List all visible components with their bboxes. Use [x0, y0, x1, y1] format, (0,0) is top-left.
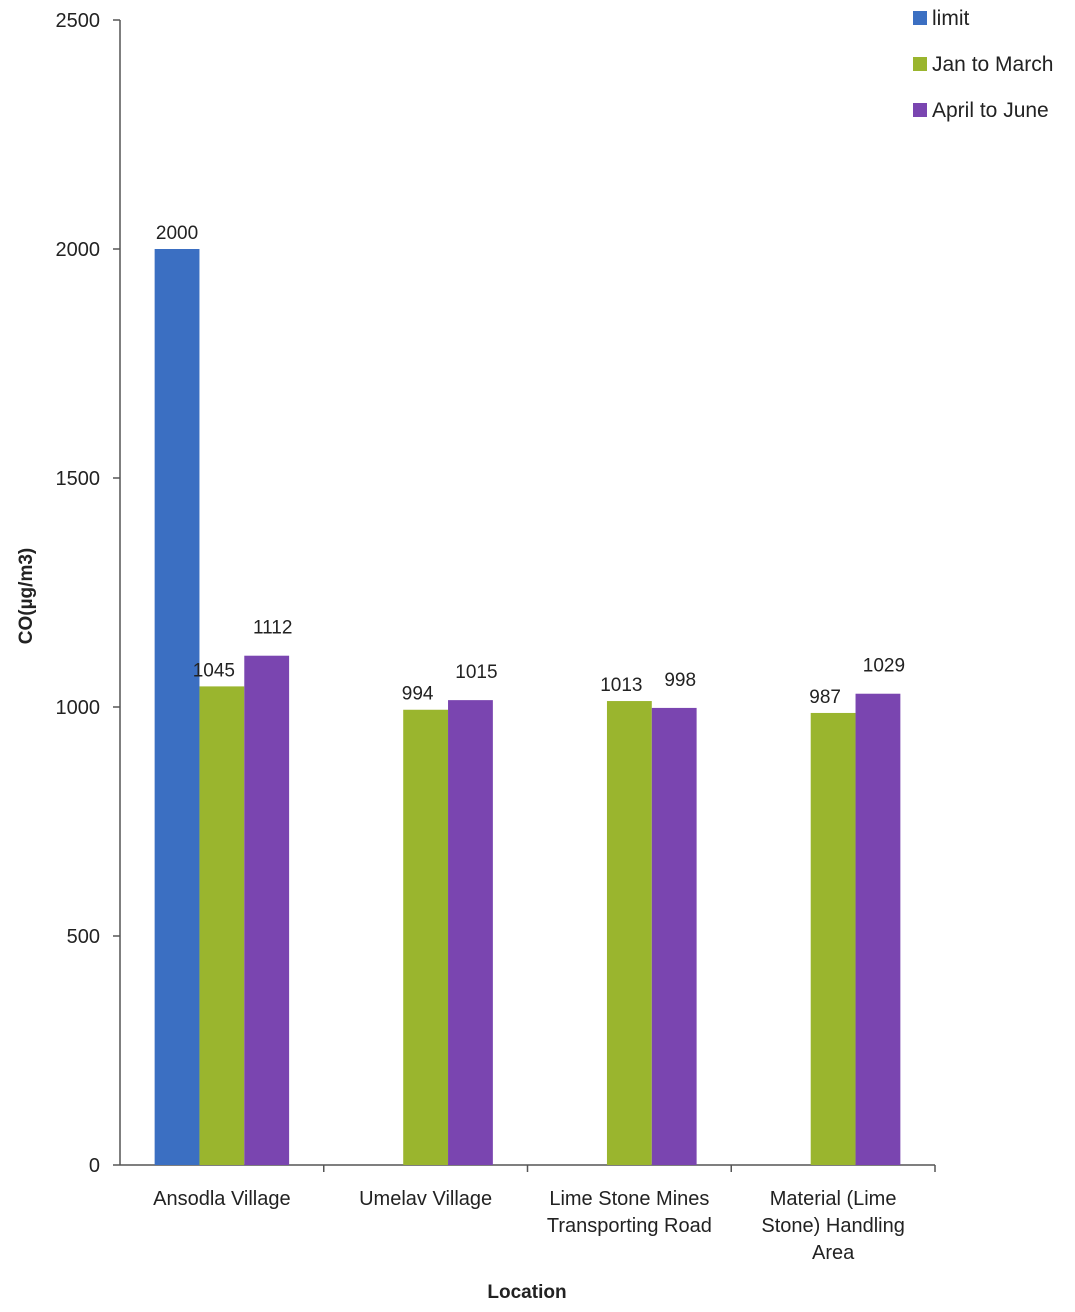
bar [199, 686, 245, 1165]
data-label: 1045 [193, 660, 235, 681]
x-axis-title: Location [487, 1282, 566, 1303]
data-label: 1013 [600, 675, 642, 696]
x-category-label: Lime Stone Mines [549, 1188, 709, 1210]
y-axis-title: CO(µg/m3) [16, 548, 37, 644]
bar [651, 707, 697, 1165]
legend-label: limit [932, 7, 969, 30]
data-labels: 2000 1045 1112 994 1015 1013 998 987 1029 [156, 223, 905, 708]
data-label: 994 [402, 684, 434, 705]
y-tick-label: 1000 [56, 697, 101, 719]
legend: limit Jan to March April to June [913, 7, 1053, 122]
bar [154, 249, 200, 1165]
x-category-label: Area [812, 1242, 855, 1264]
bar [403, 709, 449, 1165]
bar [810, 712, 856, 1165]
data-label: 2000 [156, 223, 198, 244]
x-category-label: Umelav Village [359, 1188, 492, 1210]
x-category-label: Material (Lime [770, 1188, 897, 1210]
data-label: 1029 [863, 656, 905, 677]
x-category-label: Ansodla Village [153, 1188, 291, 1210]
y-tick-label: 0 [89, 1155, 100, 1177]
legend-swatch [913, 103, 927, 117]
x-category-label: Transporting Road [547, 1215, 712, 1237]
legend-swatch [913, 57, 927, 71]
bar [448, 700, 493, 1165]
bar [855, 693, 901, 1165]
legend-label: April to June [932, 99, 1049, 122]
legend-label: Jan to March [932, 53, 1053, 76]
data-label: 1015 [455, 662, 497, 683]
bar [244, 655, 290, 1165]
data-label: 998 [664, 670, 696, 691]
bar [606, 701, 652, 1165]
legend-swatch [913, 11, 927, 25]
y-tick-label: 500 [67, 926, 100, 948]
data-label: 1112 [253, 618, 292, 639]
y-tick-label: 2500 [56, 10, 101, 32]
bars [154, 249, 901, 1165]
data-label: 987 [809, 687, 841, 708]
y-tick-label: 1500 [56, 468, 101, 490]
axes: 0 500 1000 1500 2000 2500 Ansodla Village Umela… [56, 10, 936, 1264]
x-category-label: Stone) Handling [761, 1215, 904, 1237]
y-tick-label: 2000 [56, 239, 101, 261]
